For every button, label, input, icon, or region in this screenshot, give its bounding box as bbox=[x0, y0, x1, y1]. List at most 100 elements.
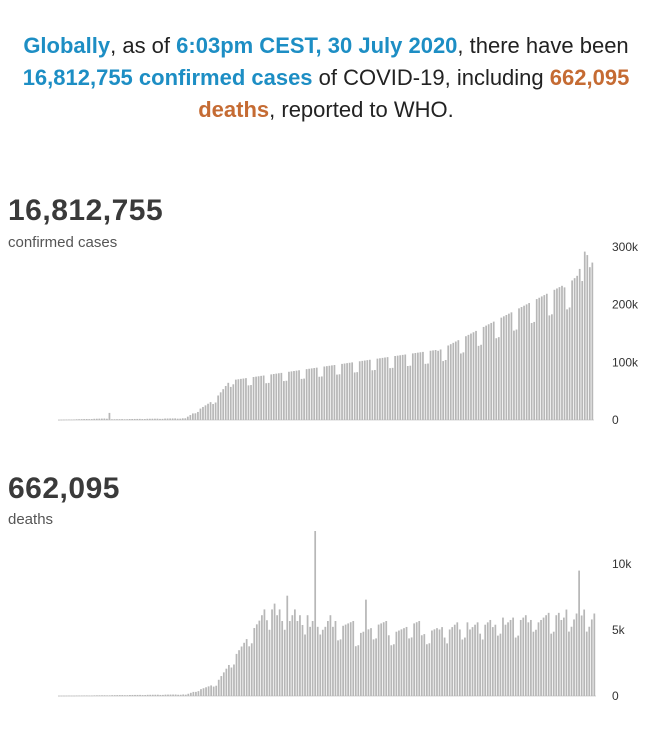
deaths-bar bbox=[547, 612, 550, 696]
deaths-bar bbox=[514, 637, 517, 696]
cases-bar bbox=[447, 345, 450, 420]
cases-bar bbox=[227, 382, 230, 420]
deaths-bar bbox=[266, 620, 268, 696]
cases-ytick-label: 100k bbox=[612, 355, 639, 369]
deaths-bar bbox=[385, 621, 388, 696]
cases-bar bbox=[591, 262, 594, 420]
deaths-bar bbox=[243, 642, 245, 696]
cases-bar bbox=[424, 363, 427, 420]
headline: Globally, as of 6:03pm CEST, 30 July 202… bbox=[0, 30, 652, 126]
deaths-bar bbox=[88, 695, 91, 697]
cases-bar bbox=[156, 418, 159, 420]
deaths-bar bbox=[580, 615, 583, 696]
deaths-bar bbox=[301, 625, 304, 696]
deaths-bar bbox=[192, 691, 195, 696]
cases-bar bbox=[95, 418, 98, 420]
headline-text-4: , reported to WHO. bbox=[269, 97, 454, 122]
cases-ytick-label: 0 bbox=[612, 413, 619, 427]
deaths-bar bbox=[63, 695, 65, 697]
cases-bar bbox=[391, 367, 394, 420]
deaths-bar bbox=[522, 617, 525, 696]
deaths-ytick-label: 0 bbox=[612, 689, 619, 703]
deaths-bar bbox=[507, 622, 509, 696]
cases-bar bbox=[475, 330, 477, 420]
cases-bar bbox=[58, 419, 60, 421]
deaths-bar bbox=[314, 531, 317, 696]
deaths-bar bbox=[217, 679, 220, 696]
cases-bar bbox=[477, 345, 480, 420]
deaths-bar bbox=[291, 615, 294, 696]
deaths-bar bbox=[428, 643, 431, 696]
cases-bar bbox=[376, 358, 379, 420]
deaths-bar bbox=[253, 628, 256, 696]
cases-bar bbox=[310, 368, 313, 420]
cases-bar bbox=[427, 363, 429, 420]
cases-bar bbox=[184, 418, 187, 420]
deaths-bar bbox=[85, 695, 88, 697]
deaths-bar bbox=[276, 615, 278, 696]
deaths-bar bbox=[486, 622, 489, 696]
deaths-bar bbox=[484, 624, 487, 696]
deaths-bar bbox=[306, 615, 309, 696]
deaths-bar bbox=[349, 622, 352, 696]
cases-bar bbox=[556, 288, 558, 420]
deaths-bar bbox=[352, 621, 355, 696]
cases-bar bbox=[538, 297, 541, 420]
cases-bar bbox=[323, 366, 326, 420]
deaths-bar bbox=[476, 622, 479, 696]
deaths-bar bbox=[436, 628, 438, 696]
deaths-bar bbox=[126, 695, 129, 696]
cases-bar bbox=[371, 370, 374, 420]
cases-bar bbox=[313, 368, 316, 420]
cases-bar bbox=[528, 303, 530, 420]
cases-bar bbox=[462, 352, 465, 420]
headline-text-2: , there have been bbox=[457, 33, 629, 58]
cases-bar bbox=[181, 418, 184, 420]
deaths-bar bbox=[121, 695, 124, 696]
cases-bar bbox=[586, 255, 589, 420]
cases-bar bbox=[123, 419, 126, 420]
cases-bar bbox=[73, 419, 75, 421]
cases-bar bbox=[295, 370, 298, 420]
deaths-bar bbox=[129, 695, 131, 696]
cases-bar bbox=[432, 350, 434, 420]
deaths-bar bbox=[342, 625, 344, 696]
deaths-bar bbox=[578, 570, 580, 696]
cases-bar bbox=[381, 357, 384, 420]
cases-bar bbox=[68, 419, 70, 421]
deaths-bar bbox=[524, 615, 527, 696]
deaths-bar bbox=[418, 621, 421, 696]
cases-bar bbox=[523, 305, 525, 420]
deaths-bar bbox=[187, 693, 190, 696]
deaths-bar bbox=[359, 632, 362, 696]
cases-bar bbox=[422, 351, 424, 420]
cases-bar bbox=[108, 412, 111, 420]
cases-bar bbox=[219, 392, 222, 420]
cases-bar bbox=[576, 275, 579, 420]
cases-bar bbox=[331, 365, 333, 420]
cases-bar bbox=[548, 315, 551, 420]
deaths-bar bbox=[200, 689, 202, 696]
deaths-bar bbox=[560, 619, 563, 696]
cases-bar bbox=[338, 374, 341, 420]
cases-bar bbox=[212, 404, 214, 420]
cases-bar bbox=[530, 323, 533, 420]
cases-bar bbox=[513, 330, 515, 420]
deaths-bar bbox=[570, 626, 573, 696]
cases-bar bbox=[492, 321, 495, 420]
deaths-bar bbox=[540, 619, 542, 696]
deaths-bar bbox=[245, 639, 248, 696]
deaths-bar bbox=[273, 603, 276, 696]
deaths-bar bbox=[116, 695, 119, 696]
headline-cases: 16,812,755 confirmed cases bbox=[22, 65, 313, 90]
deaths-bar bbox=[230, 667, 233, 696]
deaths-bar bbox=[519, 619, 522, 696]
deaths-bar bbox=[174, 694, 177, 696]
cases-bar bbox=[133, 418, 136, 420]
deaths-bar bbox=[552, 631, 555, 696]
headline-timestamp: 6:03pm CEST, 30 July 2020 bbox=[176, 33, 458, 58]
deaths-bar bbox=[210, 685, 212, 696]
cases-bar bbox=[495, 338, 498, 420]
deaths-bar bbox=[461, 639, 464, 696]
deaths-bar bbox=[339, 639, 342, 696]
